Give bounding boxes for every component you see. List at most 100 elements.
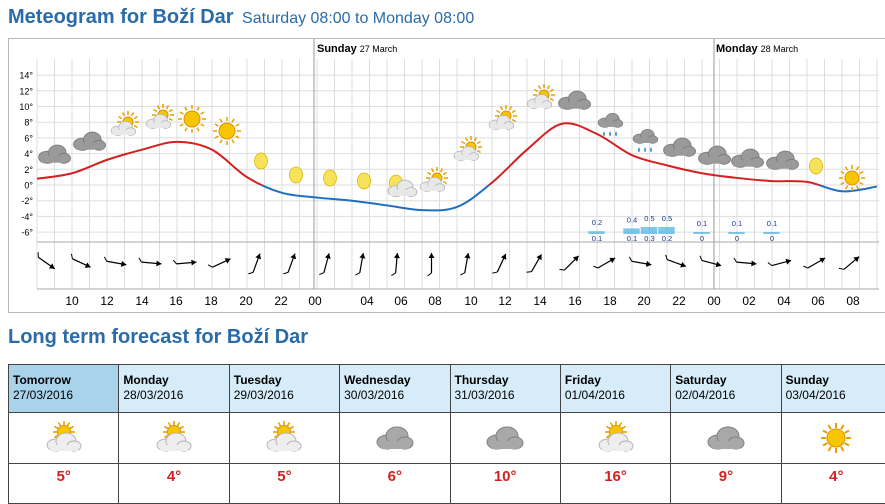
meteogram-header: Meteogram for Boží Dar Saturday 08:00 to… — [8, 6, 474, 29]
x-tick-label: 16 — [568, 294, 582, 308]
cloud-icon — [699, 146, 731, 164]
x-tick-label: 08 — [846, 294, 860, 308]
x-tick-label: 20 — [637, 294, 651, 308]
forecast-day-date: 02/04/2016 — [675, 388, 776, 402]
meteogram-panel: 14°12°10°8°6°4°2°0°-2°-4°-6° Sunday 27 M… — [8, 38, 885, 313]
x-tick-label: 14 — [533, 294, 547, 308]
wind-arrow-icon — [283, 252, 297, 276]
forecast-icon-row — [9, 413, 885, 464]
moon-icon — [810, 158, 823, 174]
forecast-day-date: 28/03/2016 — [123, 388, 224, 402]
forecast-day-name: Sunday — [786, 373, 885, 387]
forecast-icon-cell — [119, 413, 229, 464]
precip-min-label: 0 — [700, 234, 704, 243]
day-marker-sunday: Sunday 27 March — [317, 43, 397, 55]
wind-arrow-icon — [559, 253, 580, 274]
x-tick-label: 12 — [100, 294, 114, 308]
precip-max-label: 0.5 — [662, 214, 672, 223]
partly-cloudy-icon — [42, 418, 86, 463]
y-tick-label: -2° — [21, 196, 33, 206]
moon-icon — [324, 170, 337, 186]
cloud-icon — [664, 138, 696, 156]
moon-icon — [255, 153, 268, 169]
sun-icon — [213, 117, 241, 145]
sun-icon — [816, 418, 856, 463]
partly-cloudy-icon — [594, 418, 638, 463]
cloud-icon — [732, 149, 764, 167]
cloud-icon — [559, 91, 591, 109]
x-tick-label: 14 — [135, 294, 149, 308]
forecast-day-date: 31/03/2016 — [455, 388, 556, 402]
cloud-icon — [633, 129, 658, 143]
forecast-temp: 4° — [781, 464, 885, 504]
x-tick-label: 06 — [811, 294, 825, 308]
cloud-icon — [704, 418, 748, 463]
meteogram-chart: 14°12°10°8°6°4°2°0°-2°-4°-6° Sunday 27 M… — [9, 39, 885, 312]
forecast-icon-cell — [781, 413, 885, 464]
day-marker-monday: Monday 28 March — [716, 43, 798, 55]
page-subtitle: Saturday 08:00 to Monday 08:00 — [242, 10, 474, 27]
precip-min-label: 0.1 — [592, 234, 602, 243]
forecast-day-name: Monday — [123, 373, 224, 387]
y-tick-label: 12° — [19, 86, 33, 96]
x-tick-label: 16 — [169, 294, 183, 308]
precip-max-label: 0.1 — [767, 219, 777, 228]
partly-cloudy-icon — [152, 418, 196, 463]
precip-min-label: 0.2 — [662, 234, 672, 243]
precip-min-label: 0 — [735, 234, 739, 243]
forecast-day-date: 03/04/2016 — [786, 388, 885, 402]
y-tick-label: 14° — [19, 71, 33, 81]
precip-max-label: 0.4 — [627, 215, 637, 224]
forecast-temp: 10° — [450, 464, 560, 504]
x-tick-label: 00 — [707, 294, 721, 308]
cloud-icon — [373, 418, 417, 463]
forecast-day-date: 29/03/2016 — [234, 388, 335, 402]
cloud-icon — [39, 145, 71, 163]
x-tick-label: 00 — [308, 294, 322, 308]
precip-bar — [641, 227, 658, 234]
y-tick-label: 10° — [19, 102, 33, 112]
precip-min-label: 0.1 — [627, 234, 637, 243]
x-tick-label: 22 — [274, 294, 288, 308]
forecast-day-date: 01/04/2016 — [565, 388, 666, 402]
cloud-icon — [74, 132, 106, 150]
forecast-day-date: 27/03/2016 — [13, 388, 114, 402]
forecast-temp: 9° — [671, 464, 781, 504]
y-tick-label: -4° — [21, 212, 33, 222]
forecast-icon-cell — [340, 413, 450, 464]
x-tick-label: 18 — [603, 294, 617, 308]
sun-icon — [178, 105, 206, 133]
x-tick-label: 12 — [498, 294, 512, 308]
forecast-day-date: 30/03/2016 — [344, 388, 445, 402]
forecast-temp: 5° — [229, 464, 339, 504]
wind-arrow-icon — [319, 252, 332, 276]
precip-max-label: 0.5 — [644, 214, 654, 223]
precip-max-label: 0.1 — [697, 219, 707, 228]
cloud-icon — [598, 113, 623, 127]
wind-arrow-icon — [527, 252, 545, 275]
wind-arrow-icon — [391, 253, 400, 277]
forecast-temp: 6° — [340, 464, 450, 504]
x-tick-label: 10 — [464, 294, 478, 308]
x-tick-label: 22 — [672, 294, 686, 308]
x-tick-label: 10 — [65, 294, 79, 308]
wind-arrow-icon — [428, 253, 435, 276]
wind-arrow-icon — [492, 252, 508, 276]
forecast-icon-cell — [560, 413, 670, 464]
wind-arrow-icon — [355, 252, 366, 276]
x-tick-label: 08 — [428, 294, 442, 308]
forecast-temp: 5° — [9, 464, 119, 504]
forecast-day-name: Tuesday — [234, 373, 335, 387]
x-tick-label: 04 — [360, 294, 374, 308]
page-title: Meteogram for Boží Dar — [8, 6, 234, 28]
y-tick-label: 6° — [24, 133, 33, 143]
long-term-title: Long term forecast for Boží Dar — [8, 326, 308, 349]
moon-icon — [290, 167, 303, 183]
forecast-icon-cell — [450, 413, 560, 464]
